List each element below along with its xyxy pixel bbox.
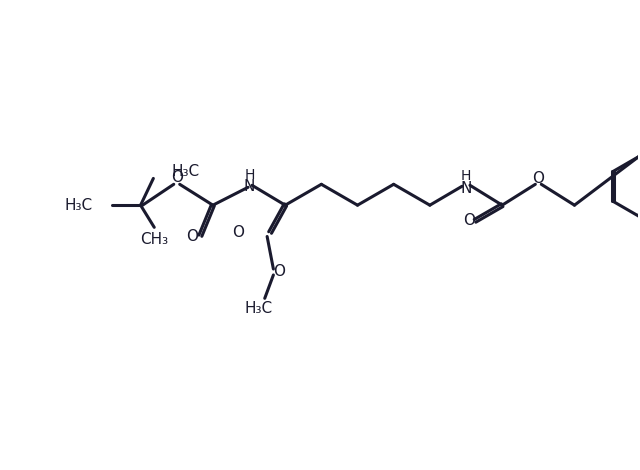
Text: H₃C: H₃C — [244, 301, 273, 316]
Text: O: O — [171, 170, 183, 185]
Text: H: H — [245, 168, 255, 182]
Text: O: O — [532, 171, 544, 186]
Text: N: N — [460, 181, 472, 196]
Text: H: H — [461, 169, 471, 183]
Text: O: O — [186, 229, 198, 244]
Text: N: N — [243, 179, 255, 194]
Text: CH₃: CH₃ — [140, 232, 168, 247]
Text: O: O — [463, 213, 475, 228]
Text: O: O — [232, 225, 244, 240]
Text: H₃C: H₃C — [64, 198, 92, 213]
Text: H₃C: H₃C — [172, 164, 200, 179]
Text: O: O — [273, 265, 285, 280]
